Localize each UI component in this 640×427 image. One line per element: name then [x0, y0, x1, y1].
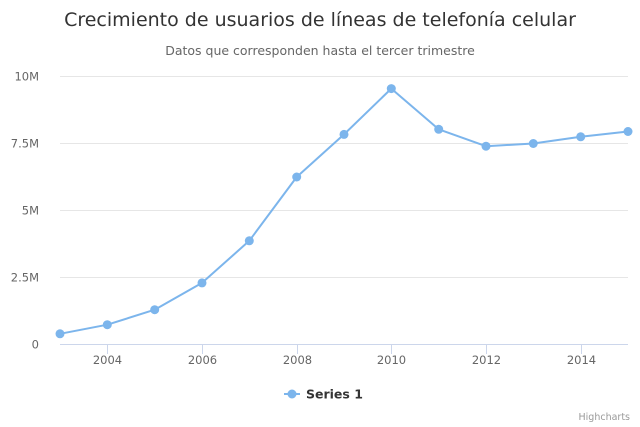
- data-point[interactable]: [576, 132, 586, 142]
- data-point[interactable]: [292, 172, 302, 182]
- y-tick-label: 7.5M: [11, 137, 39, 151]
- data-point[interactable]: [339, 129, 349, 139]
- data-point[interactable]: [150, 305, 160, 315]
- chart-title: Crecimiento de usuarios de líneas de tel…: [64, 9, 576, 31]
- y-tick-label: 5M: [22, 204, 39, 218]
- data-point[interactable]: [197, 278, 207, 288]
- credits-link[interactable]: Highcharts: [579, 412, 631, 423]
- data-point[interactable]: [244, 236, 254, 246]
- x-tick-label: 2004: [93, 353, 122, 367]
- data-point[interactable]: [386, 84, 396, 94]
- legend-series-label[interactable]: Series 1: [306, 387, 363, 402]
- x-axis-labels: 2004 2006 2008 2010 2012 2014: [60, 344, 628, 367]
- legend[interactable]: Series 1: [284, 387, 363, 402]
- x-tick-label: 2014: [567, 353, 596, 367]
- x-tick-label: 2012: [472, 353, 501, 367]
- y-tick-label: 0: [32, 338, 39, 352]
- data-point[interactable]: [528, 139, 538, 148]
- chart-subtitle: Datos que corresponden hasta el tercer t…: [165, 43, 475, 58]
- data-point[interactable]: [102, 320, 112, 330]
- y-tick-label: 10M: [14, 70, 39, 84]
- legend-series-marker[interactable]: [287, 389, 297, 399]
- data-point[interactable]: [55, 329, 65, 339]
- x-tick-label: 2008: [283, 353, 312, 367]
- data-point[interactable]: [434, 124, 444, 134]
- y-axis-labels: 0 2.5M 5M 7.5M 10M: [11, 70, 39, 352]
- series-layer: [55, 84, 633, 339]
- data-point[interactable]: [481, 141, 491, 151]
- x-tick-label: 2006: [188, 353, 217, 367]
- y-tick-label: 2.5M: [11, 271, 39, 285]
- x-tick-label: 2010: [377, 353, 406, 367]
- data-point[interactable]: [623, 127, 633, 136]
